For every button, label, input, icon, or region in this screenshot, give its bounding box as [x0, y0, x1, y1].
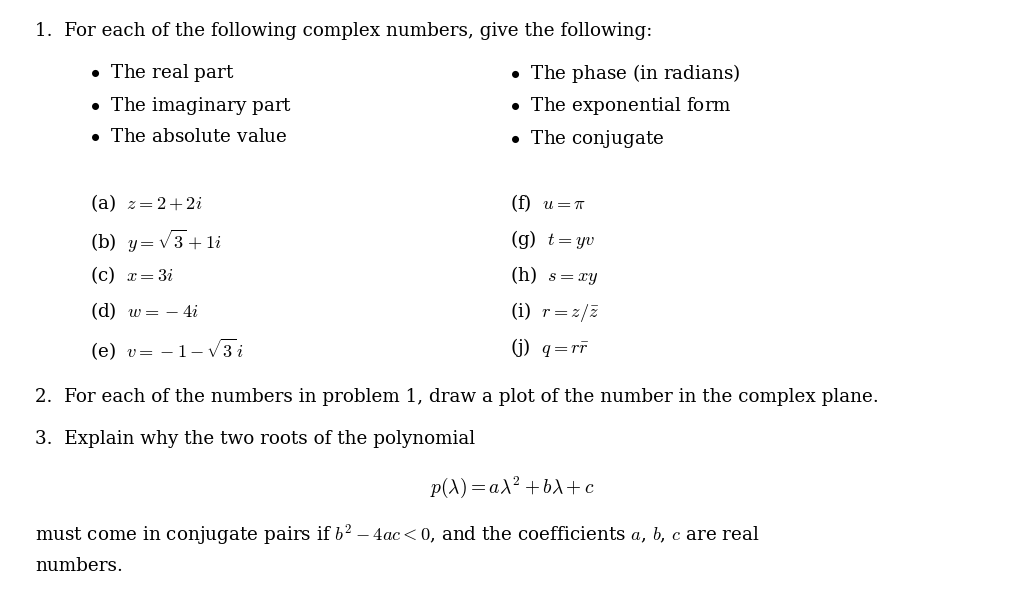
Text: (i)  $r = z/\bar{z}$: (i) $r = z/\bar{z}$ — [510, 300, 599, 324]
Text: numbers.: numbers. — [35, 557, 123, 575]
Text: $\bullet$  The absolute value: $\bullet$ The absolute value — [90, 128, 288, 146]
Text: (e)  $v = -1 - \sqrt{3}\,i$: (e) $v = -1 - \sqrt{3}\,i$ — [90, 336, 244, 362]
Text: 1.  For each of the following complex numbers, give the following:: 1. For each of the following complex num… — [35, 22, 652, 40]
Text: (f)  $u = \pi$: (f) $u = \pi$ — [510, 192, 587, 214]
Text: $\bullet$  The phase (in radians): $\bullet$ The phase (in radians) — [510, 62, 740, 85]
Text: (d)  $w = -4i$: (d) $w = -4i$ — [90, 300, 199, 322]
Text: $\bullet$  The imaginary part: $\bullet$ The imaginary part — [90, 95, 292, 117]
Text: (a)  $z = 2 + 2i$: (a) $z = 2 + 2i$ — [90, 192, 203, 214]
Text: $\bullet$  The exponential form: $\bullet$ The exponential form — [510, 95, 732, 117]
Text: $\bullet$  The conjugate: $\bullet$ The conjugate — [510, 128, 665, 150]
Text: (j)  $q = r\bar{r}$: (j) $q = r\bar{r}$ — [510, 336, 590, 359]
Text: 3.  Explain why the two roots of the polynomial: 3. Explain why the two roots of the poly… — [35, 430, 475, 448]
Text: (c)  $x = 3i$: (c) $x = 3i$ — [90, 264, 174, 286]
Text: (h)  $s = xy$: (h) $s = xy$ — [510, 264, 599, 287]
Text: must come in conjugate pairs if $b^2 - 4ac < 0$, and the coefficients $a$, $b$, : must come in conjugate pairs if $b^2 - 4… — [35, 522, 760, 546]
Text: (g)  $t = yv$: (g) $t = yv$ — [510, 228, 595, 251]
Text: $\bullet$  The real part: $\bullet$ The real part — [90, 62, 234, 84]
Text: $p(\lambda) = a\lambda^2 + b\lambda + c$: $p(\lambda) = a\lambda^2 + b\lambda + c$ — [430, 475, 594, 500]
Text: 2.  For each of the numbers in problem 1, draw a plot of the number in the compl: 2. For each of the numbers in problem 1,… — [35, 388, 879, 406]
Text: (b)  $y = \sqrt{3} + 1i$: (b) $y = \sqrt{3} + 1i$ — [90, 228, 222, 255]
